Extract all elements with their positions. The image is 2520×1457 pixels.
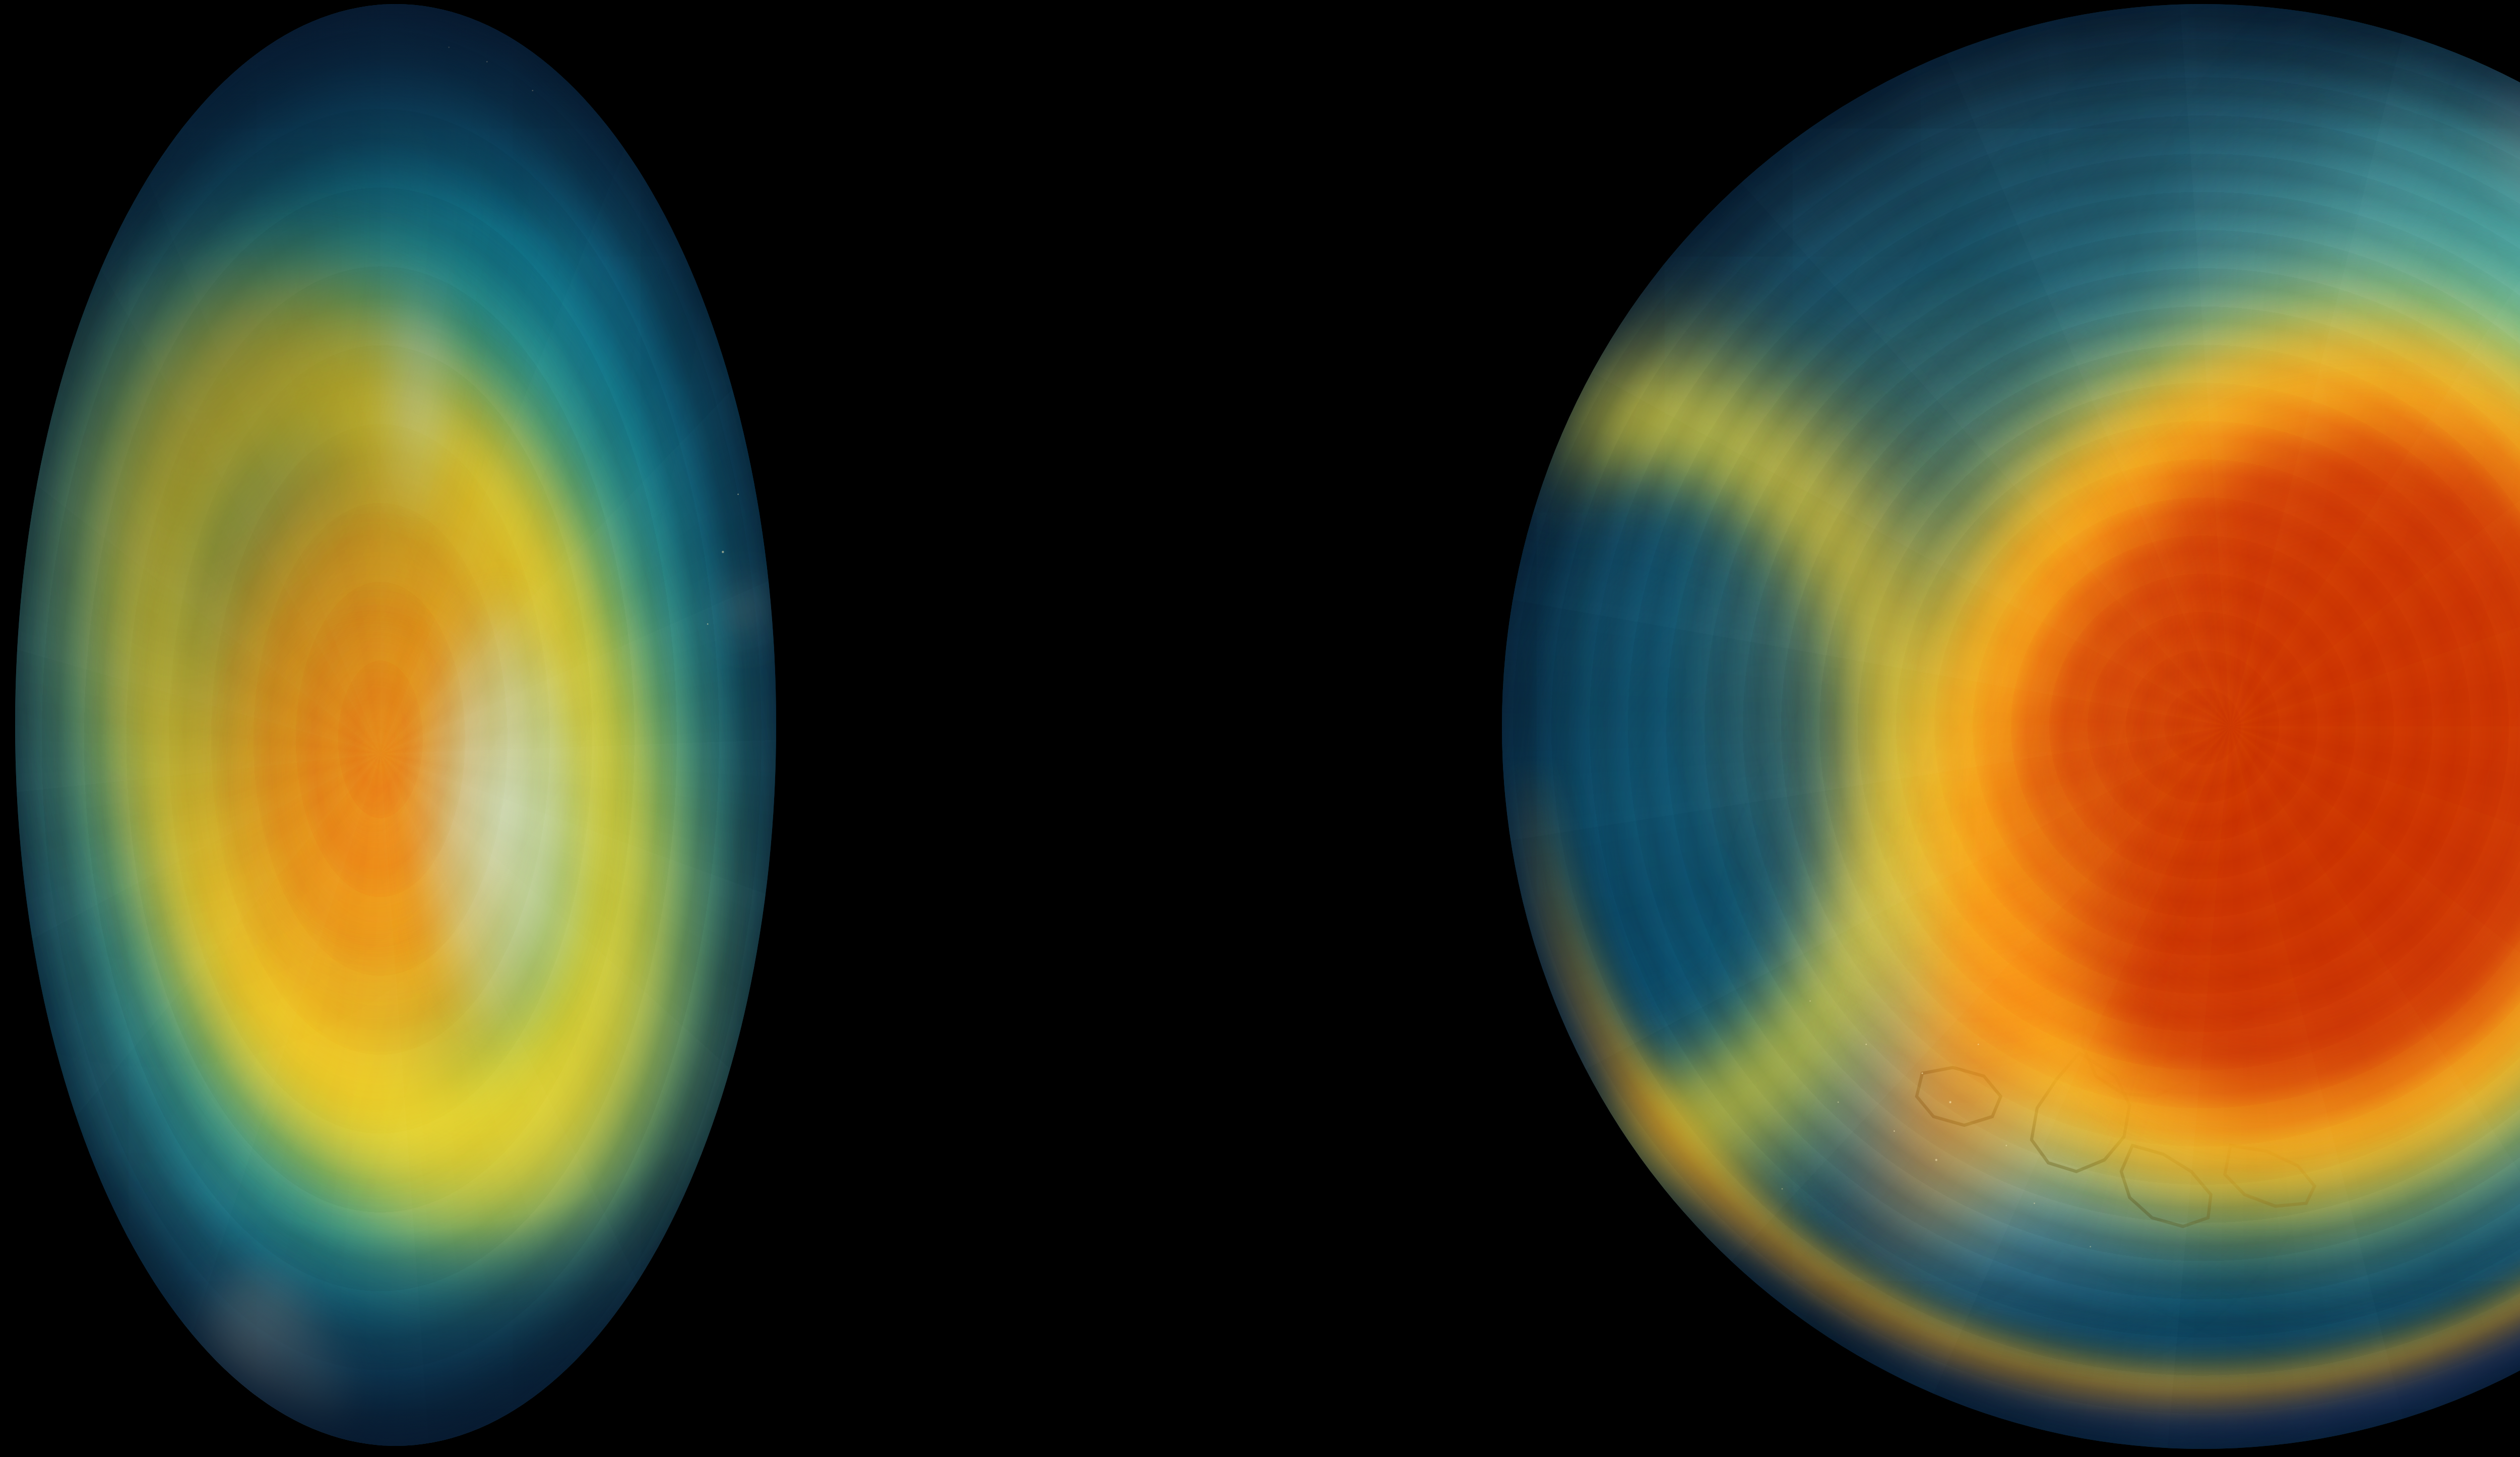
limb-darkening-layer xyxy=(15,4,776,1446)
southern-hemisphere-globe xyxy=(15,4,776,1446)
panel-gap xyxy=(786,0,1492,1457)
limb-darkening-layer xyxy=(1502,4,2520,1449)
visualization-canvas xyxy=(0,0,2520,1457)
northern-hemisphere-globe xyxy=(1502,4,2520,1449)
